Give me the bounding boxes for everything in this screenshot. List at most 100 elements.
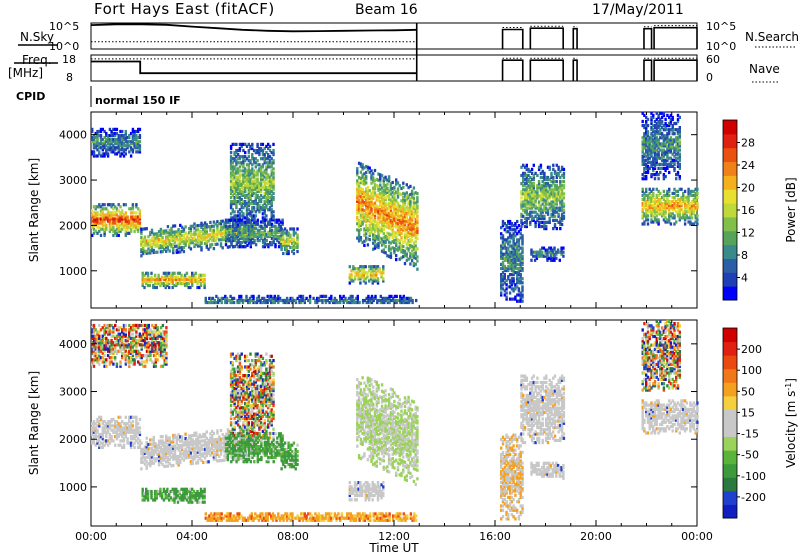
power-cell (555, 163, 558, 167)
power-cell (676, 193, 680, 197)
power-cell (205, 243, 208, 247)
power-cell (557, 208, 560, 212)
power-cell (414, 201, 417, 205)
power-cell (659, 119, 662, 124)
power-cell (676, 142, 680, 146)
power-cell (393, 251, 396, 255)
power-cell (124, 148, 127, 152)
power-cell (324, 294, 328, 298)
power-cell (396, 211, 400, 216)
power-cell (683, 212, 687, 216)
power-cell (534, 196, 537, 200)
power-cell (664, 193, 667, 197)
power-cell (224, 243, 228, 247)
power-cell (182, 239, 186, 243)
power-cell (400, 244, 403, 248)
power-cell (303, 298, 306, 303)
power-cell (294, 300, 298, 305)
power-cell (666, 136, 669, 140)
power-cell (521, 285, 524, 289)
power-cell (291, 298, 294, 303)
power-cell (403, 253, 407, 257)
power-cell (541, 196, 544, 200)
power-cell (398, 224, 401, 229)
power-cell (233, 191, 236, 195)
power-cell (519, 254, 522, 258)
power-cell (373, 219, 377, 224)
power-cell (416, 200, 419, 204)
power-cell (685, 214, 688, 218)
power-cell (560, 204, 564, 208)
power-cell (267, 222, 270, 226)
power-cell (233, 228, 237, 232)
power-cell (395, 223, 398, 227)
power-cell (119, 217, 122, 221)
power-cell (546, 208, 550, 212)
power-cell (242, 177, 245, 181)
power-cell (517, 266, 521, 271)
power-cell (643, 175, 646, 179)
power-cell (285, 300, 289, 305)
power-cell (560, 212, 564, 216)
power-cell (361, 210, 364, 214)
power-cell (391, 187, 394, 191)
power-cell (655, 111, 658, 115)
power-cell (555, 171, 558, 175)
power-cell (344, 296, 347, 300)
power-cell (676, 173, 680, 177)
power-cell (692, 222, 696, 226)
power-cell (247, 171, 250, 175)
power-cell (272, 175, 275, 179)
power-cell (671, 142, 674, 146)
power-cell (668, 156, 671, 160)
power-cell (409, 227, 412, 231)
power-cell (409, 221, 412, 225)
power-cell (135, 203, 138, 207)
power-cell (357, 275, 360, 279)
power-cell (268, 195, 272, 200)
power-cell (229, 212, 233, 216)
power-cell (135, 150, 138, 154)
power-cell (236, 175, 240, 179)
power-cell (330, 298, 333, 303)
power-cell (247, 298, 250, 303)
power-cell (529, 222, 532, 227)
power-cell (512, 262, 515, 266)
power-cell (131, 221, 135, 225)
power-cell (512, 228, 515, 232)
power-cell (359, 221, 363, 225)
power-cell (182, 281, 185, 286)
power-cell (285, 237, 289, 241)
power-cell (400, 219, 403, 223)
power-cell (643, 166, 646, 170)
power-cell (643, 206, 646, 210)
power-cell (233, 185, 236, 189)
power-cell (263, 185, 266, 189)
power-cell (412, 196, 416, 200)
power-cell (562, 254, 565, 258)
power-cell (375, 206, 378, 210)
power-cell (352, 265, 355, 269)
power-cell (393, 218, 396, 222)
power-cell (402, 195, 405, 200)
power-cell (277, 241, 281, 245)
power-cell (269, 228, 272, 232)
power-cell (503, 256, 506, 260)
power-cell (402, 228, 405, 232)
power-cell (694, 193, 697, 197)
power-cell (359, 238, 363, 242)
power-cell (675, 210, 678, 214)
power-cell (650, 126, 653, 130)
power-cell (523, 208, 527, 212)
power-cell (242, 142, 245, 146)
power-cell (276, 220, 279, 224)
power-cell (114, 138, 117, 142)
power-cell (275, 296, 278, 300)
power-cell (239, 236, 242, 241)
power-cell (101, 127, 104, 131)
power-cell (150, 277, 153, 281)
power-cell (395, 190, 398, 194)
power-cell (98, 205, 101, 209)
power-cell (653, 152, 657, 156)
power-cell (645, 216, 648, 220)
